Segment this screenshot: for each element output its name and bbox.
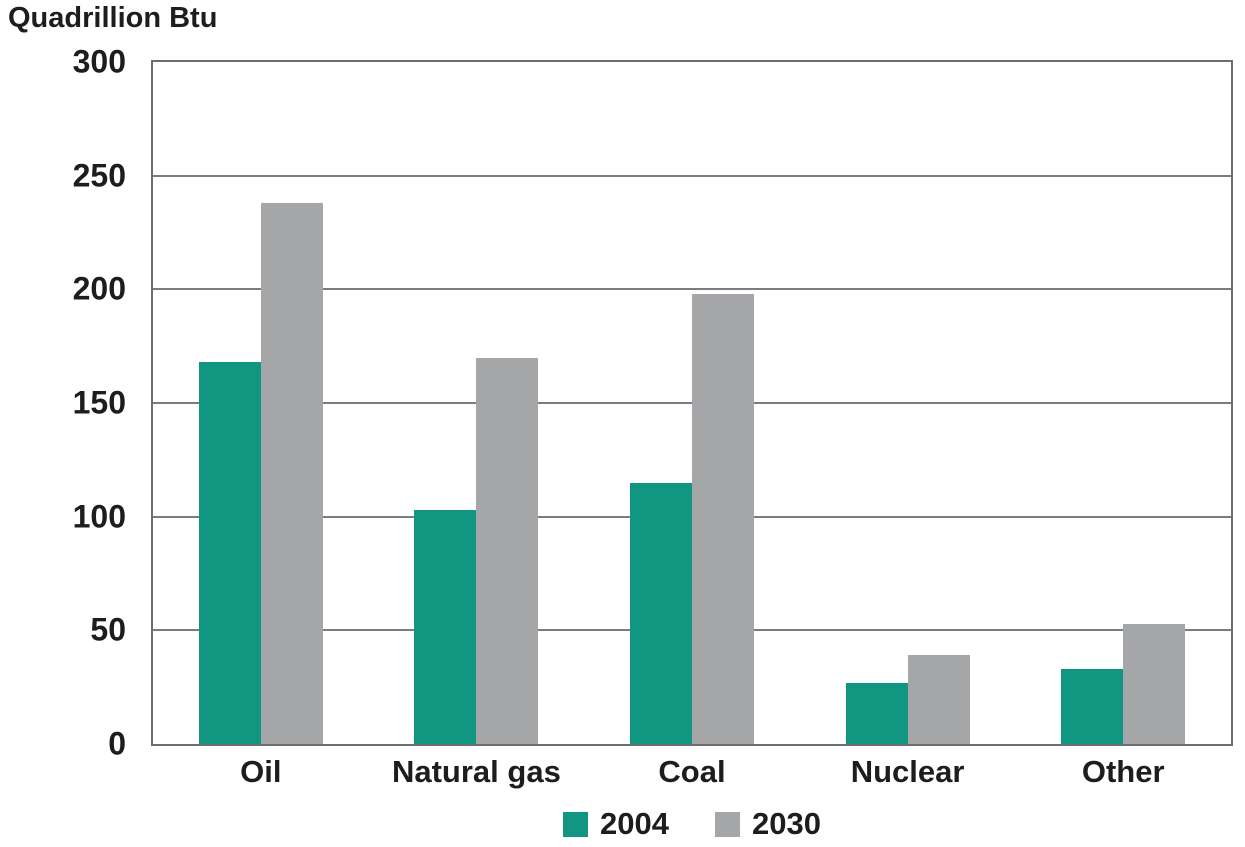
legend-swatch-2030: [715, 811, 740, 837]
bar-2030-other: [1123, 623, 1186, 744]
legend: 2004 2030: [151, 806, 1233, 842]
y-tick-label-150: 150: [72, 384, 126, 421]
gridline-200: [153, 288, 1231, 291]
bar-2030-oil: [260, 202, 323, 744]
x-tick-label-other: Other: [1081, 754, 1165, 789]
legend-label-2004: 2004: [600, 806, 669, 841]
y-tick-label-250: 250: [72, 157, 126, 194]
x-axis: Oil Natural gas Coal Nuclear Other: [151, 752, 1233, 798]
bar-2030-coal: [692, 293, 754, 744]
bar-2030-nuclear: [907, 655, 970, 744]
bar-2004-nuclear: [845, 682, 908, 744]
legend-label-2030: 2030: [752, 806, 821, 841]
bar-2030-natural-gas: [476, 357, 539, 744]
bar-2004-other: [1061, 668, 1124, 744]
y-tick-label-300: 300: [72, 43, 126, 80]
x-tick-label-nuclear: Nuclear: [850, 754, 965, 789]
x-tick-label-oil: Oil: [240, 754, 282, 789]
legend-item-2030: 2030: [715, 806, 821, 842]
bar-2004-coal: [630, 482, 692, 744]
bar-2004-oil: [198, 362, 261, 744]
y-axis: 0 50 100 150 200 250 300: [0, 44, 140, 762]
x-tick-label-natural-gas: Natural gas: [391, 754, 561, 789]
chart-title: Quadrillion Btu: [8, 2, 218, 34]
legend-item-2004: 2004: [563, 806, 669, 842]
gridline-250: [153, 174, 1231, 177]
x-tick-label-coal: Coal: [658, 754, 726, 789]
y-tick-label-200: 200: [72, 270, 126, 307]
y-tick-label-100: 100: [72, 498, 126, 535]
legend-swatch-2004: [563, 811, 589, 837]
y-tick-label-0: 0: [108, 725, 126, 762]
y-tick-label-50: 50: [90, 611, 126, 648]
plot-area: [151, 60, 1233, 746]
bar-2004-natural-gas: [414, 509, 477, 744]
